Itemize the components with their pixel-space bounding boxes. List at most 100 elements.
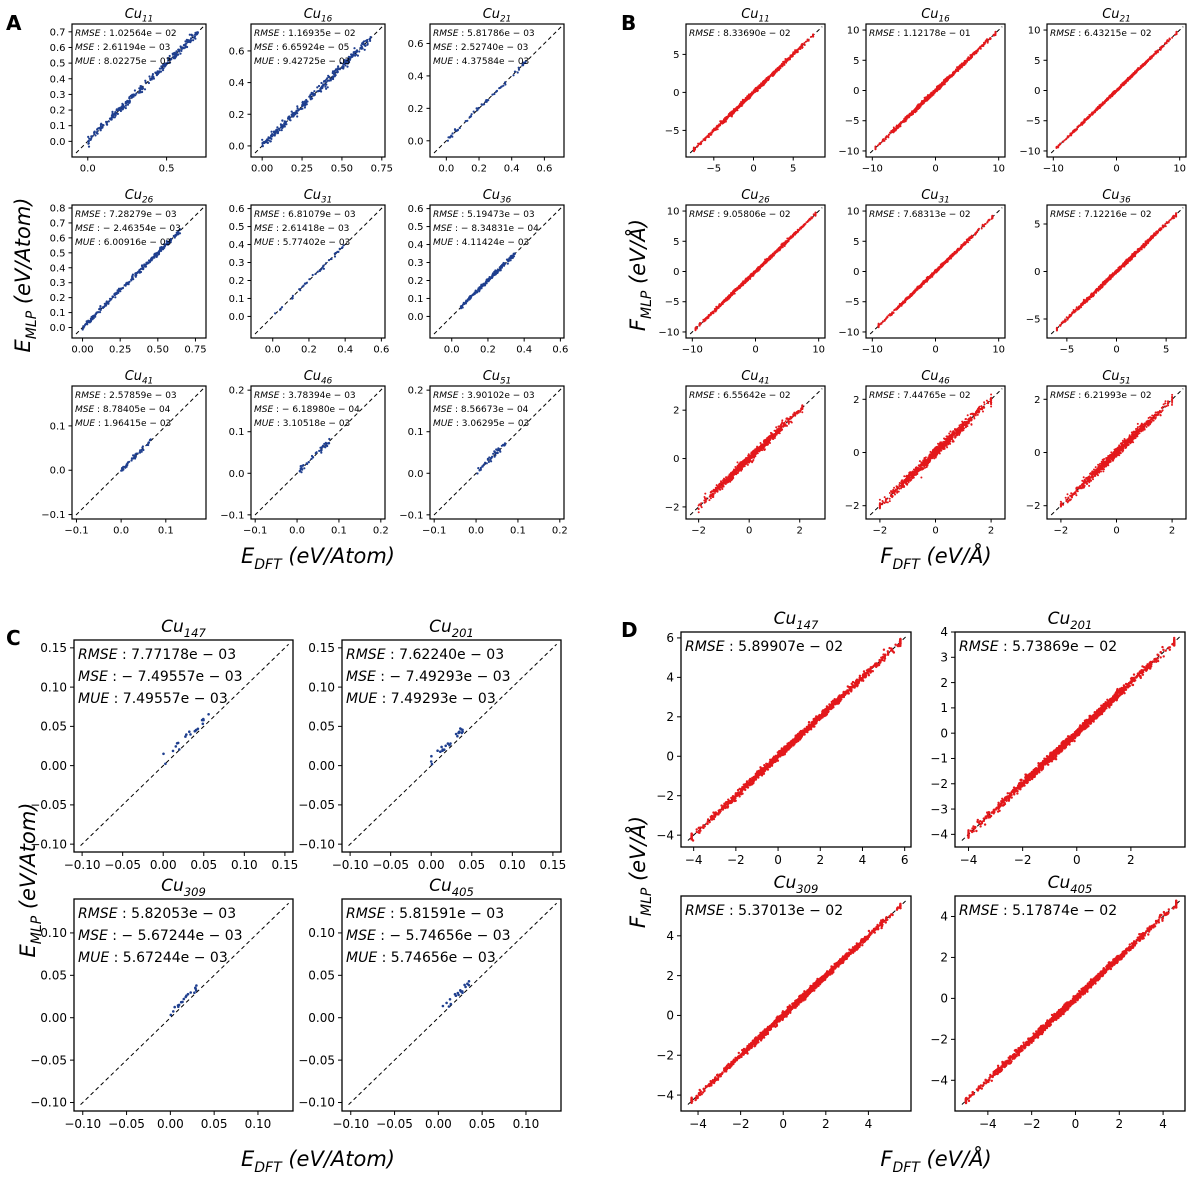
y-tick-label: 0.3	[50, 278, 66, 289]
subplot-title: Cu26	[125, 188, 154, 206]
data-point	[320, 449, 323, 452]
data-point	[123, 284, 126, 287]
data-point	[296, 107, 299, 110]
data-point	[721, 303, 724, 305]
data-point	[524, 60, 527, 63]
data-point	[115, 112, 118, 115]
x-tick-label: 10	[1173, 164, 1186, 175]
data-point	[989, 37, 992, 40]
y-tick-label: 0.2	[50, 293, 66, 304]
x-tick-label: 0.2	[301, 345, 317, 356]
data-point	[167, 58, 170, 62]
data-point	[917, 107, 920, 110]
data-point	[174, 54, 177, 57]
data-point	[132, 95, 135, 98]
data-point	[791, 235, 794, 238]
data-point	[1161, 45, 1164, 48]
data-point	[986, 38, 989, 41]
subplot-title: Cu21	[483, 7, 512, 25]
data-point	[1154, 52, 1157, 55]
data-point	[694, 327, 697, 330]
data-point	[1159, 46, 1162, 49]
data-point	[737, 287, 740, 290]
data-points	[274, 244, 345, 315]
x-tick-label: 0.4	[337, 345, 353, 356]
data-point	[338, 247, 341, 250]
data-point	[1097, 107, 1100, 110]
data-point	[476, 109, 479, 112]
data-point	[506, 258, 509, 261]
x-tick-label: 0.00	[71, 345, 93, 356]
y-tick-label: 0.5	[50, 248, 66, 259]
data-point	[463, 302, 466, 305]
data-point	[707, 314, 710, 317]
y-tick-label: 0.0	[50, 466, 66, 477]
data-point	[363, 48, 366, 51]
data-point	[981, 44, 984, 47]
data-point	[369, 39, 372, 43]
subplot-title: Cu26	[741, 188, 770, 206]
data-point	[494, 454, 497, 457]
data-point	[739, 103, 742, 106]
data-point	[149, 259, 152, 262]
data-point	[1175, 33, 1178, 35]
data-point	[326, 86, 329, 89]
data-point	[449, 135, 452, 138]
y-tick-label: 0.1	[50, 121, 66, 132]
subplot-title: Cu31	[304, 188, 333, 206]
data-point	[801, 42, 804, 45]
data-point	[918, 104, 921, 107]
data-point	[117, 291, 120, 294]
data-points	[261, 36, 372, 148]
data-point	[790, 236, 793, 239]
data-point	[755, 270, 758, 273]
data-point	[295, 109, 298, 112]
data-point	[1119, 85, 1122, 88]
data-point	[748, 94, 750, 97]
data-point	[186, 45, 189, 49]
data-point	[489, 276, 492, 280]
stat-mue: MUE : 6.00916e − 03	[75, 238, 171, 248]
data-point	[291, 297, 294, 300]
data-point	[472, 110, 475, 113]
data-point	[125, 282, 128, 285]
data-point	[111, 115, 114, 119]
data-point	[107, 302, 110, 305]
data-point	[492, 452, 495, 455]
data-point	[903, 120, 906, 123]
x-tick-label: 0.4	[504, 164, 520, 175]
x-tick-label: 0.25	[109, 345, 131, 356]
y-tick-label: 0.1	[229, 294, 245, 305]
data-point	[986, 41, 989, 44]
stat-rmse: RMSE : 1.12178e − 01	[869, 29, 971, 39]
data-point	[289, 119, 292, 122]
data-point	[738, 284, 741, 287]
data-point	[481, 465, 484, 468]
data-point	[1157, 49, 1160, 52]
data-point	[303, 106, 306, 109]
data-point	[1055, 146, 1058, 149]
data-point	[122, 103, 125, 106]
data-point	[763, 260, 766, 263]
x-tick-label: 0.1	[510, 526, 526, 537]
y-tick-label: 0.6	[229, 204, 245, 215]
data-points	[874, 30, 997, 151]
data-point	[798, 47, 801, 50]
stat-rmse: RMSE : 2.57859e − 03	[75, 391, 177, 401]
x-tick-label: −10	[682, 345, 703, 356]
data-point	[778, 247, 781, 250]
data-point	[159, 70, 163, 73]
data-point	[184, 40, 187, 43]
data-point	[322, 267, 325, 270]
data-point	[308, 278, 311, 281]
data-point	[741, 283, 744, 286]
data-point	[707, 133, 710, 135]
data-point	[279, 123, 282, 126]
data-point	[504, 83, 507, 86]
data-point	[941, 81, 944, 84]
data-point	[319, 89, 322, 93]
data-point	[341, 65, 344, 68]
